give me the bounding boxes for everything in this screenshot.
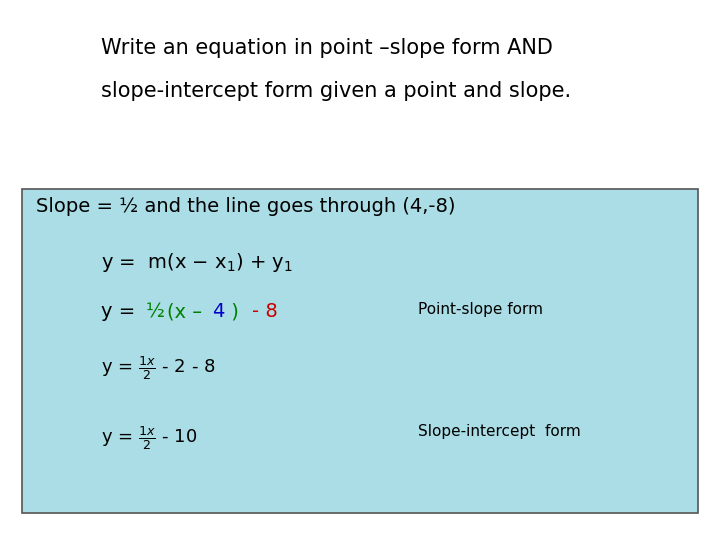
Text: y =: y = <box>101 302 141 321</box>
Text: 4: 4 <box>212 302 225 321</box>
Text: Write an equation in point –slope form AND: Write an equation in point –slope form A… <box>101 38 553 58</box>
Text: ): ) <box>225 302 245 321</box>
Text: Point-slope form: Point-slope form <box>418 302 543 318</box>
Text: y = $\frac{1x}{2}$ - 2 - 8: y = $\frac{1x}{2}$ - 2 - 8 <box>101 354 215 382</box>
Text: slope-intercept form given a point and slope.: slope-intercept form given a point and s… <box>101 81 571 101</box>
Text: Slope = ½ and the line goes through (4,-8): Slope = ½ and the line goes through (4,-… <box>36 197 456 216</box>
FancyBboxPatch shape <box>22 189 698 513</box>
Text: Slope-intercept  form: Slope-intercept form <box>418 424 580 439</box>
Text: ½: ½ <box>146 302 165 321</box>
Text: - 8: - 8 <box>252 302 278 321</box>
Text: y =  m(x $-$ x$_1$) + y$_1$: y = m(x $-$ x$_1$) + y$_1$ <box>101 251 292 274</box>
Text: y = $\frac{1x}{2}$ - 10: y = $\frac{1x}{2}$ - 10 <box>101 424 197 452</box>
Text: (x –: (x – <box>167 302 208 321</box>
